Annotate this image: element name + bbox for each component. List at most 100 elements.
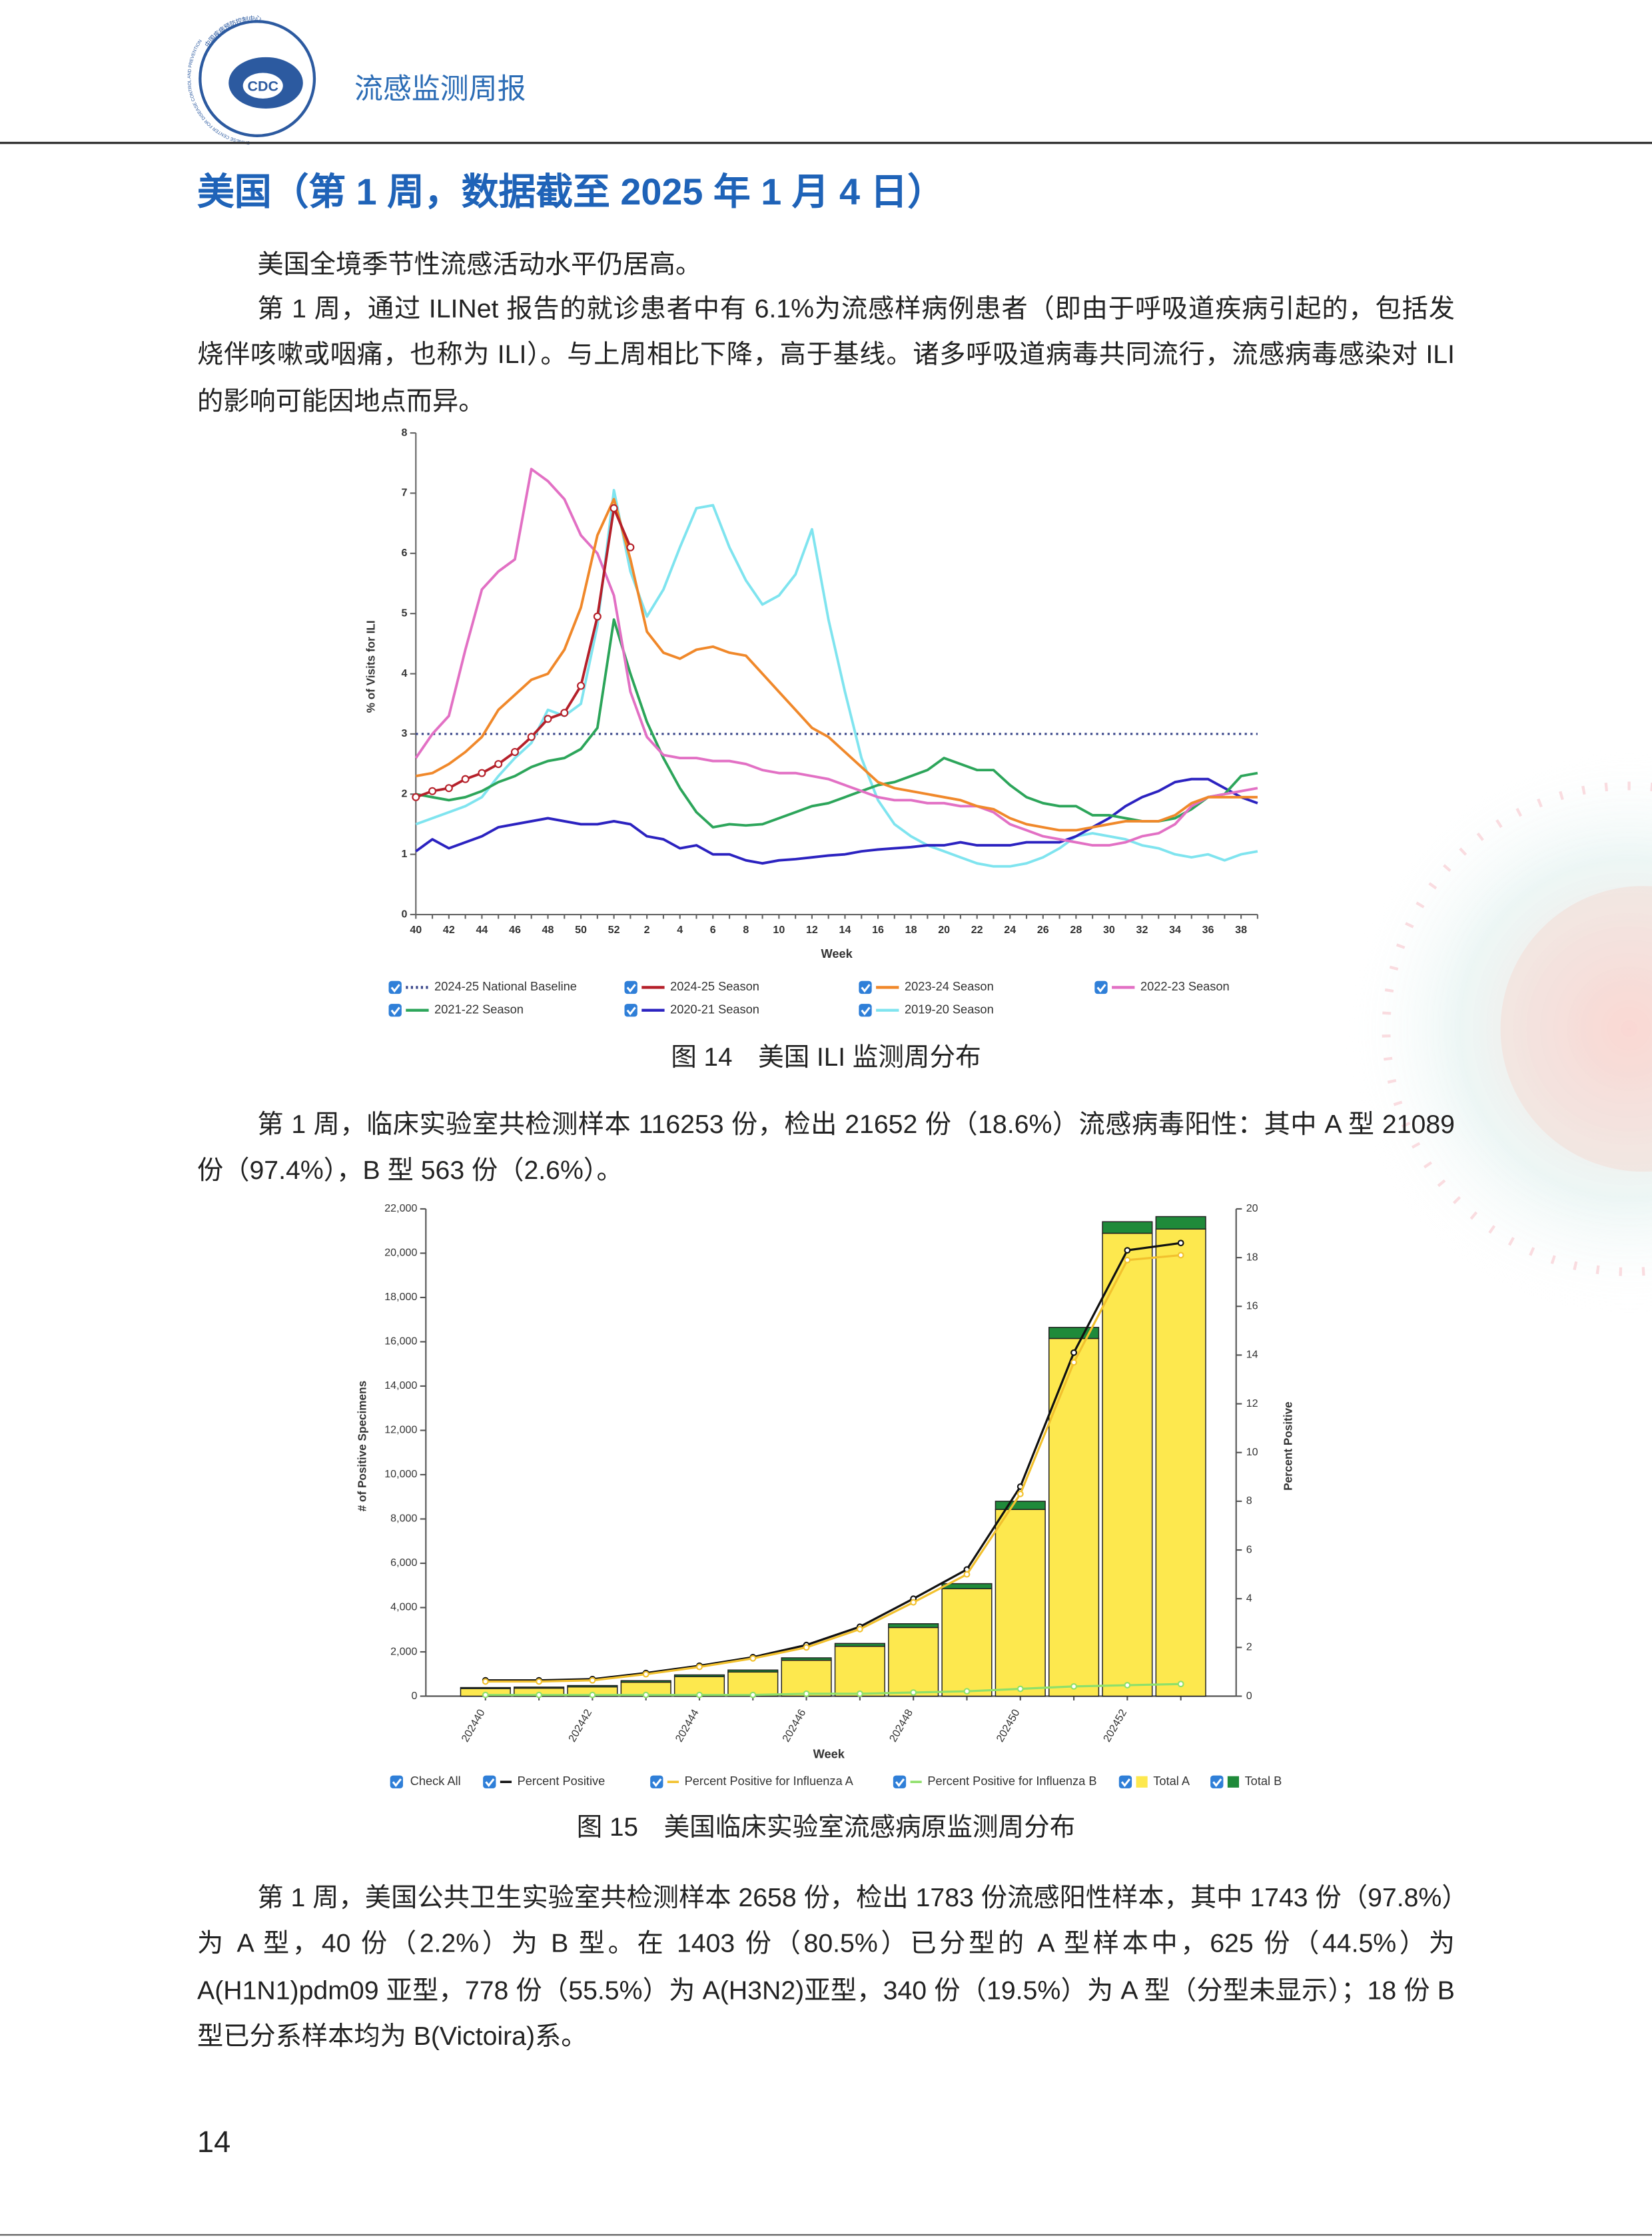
y-tick-label: 22,000 [384,1202,417,1214]
series-marker [1177,1240,1184,1247]
x-tick-label: 202442 [566,1707,594,1744]
y-tick-label: 2 [401,788,407,800]
legend-checkbox [388,1004,402,1017]
x-tick-label: 4 [677,924,683,936]
series-marker [1017,1490,1024,1497]
y-tick-label: 16,000 [384,1335,417,1347]
series-marker [527,733,536,741]
bar-segment [460,1686,511,1689]
y2-tick-label: 10 [1246,1446,1258,1458]
x-tick-label: 14 [839,924,851,936]
series-marker [1124,1256,1131,1264]
series-line [415,488,1258,868]
y-axis-label: # of Positive Specimens [355,1381,368,1511]
series-marker [510,747,519,757]
logo-ring-cn-path: 中国疾病预防控制中心 [203,14,262,48]
bar-segment [1102,1232,1153,1697]
x-tick-label: 24 [1004,924,1016,936]
x-tick-label: 8 [743,924,749,936]
series-marker [577,681,586,690]
series-marker [803,1690,810,1697]
legend-label: Percent Positive for Influenza B [927,1774,1096,1788]
section-title: 美国（第 1 周，数据截至 2025 年 1 月 4 日） [197,170,945,213]
series-marker [482,1691,489,1698]
series-marker [749,1691,757,1698]
x-tick-label: 202444 [673,1707,701,1744]
legend-checkbox [388,980,402,994]
legend-checkbox [859,1004,872,1017]
y2-axis-label: Percent Positive [1282,1401,1295,1491]
paragraph: 美国全境季节性流感活动水平仍居高。 [257,248,702,279]
y-tick-label: 8 [401,426,407,438]
legend-checkbox [624,1004,637,1017]
y-tick-label: 0 [401,908,407,920]
legend-check [390,1006,400,1016]
series-marker [642,1671,649,1678]
series-marker [444,784,453,793]
y2-tick-label: 4 [1246,1592,1252,1604]
legend-check [861,1006,871,1016]
series-marker [910,1689,917,1696]
legend-check [626,984,636,993]
legend-label: 2020-21 Season [670,1002,759,1016]
legend-check [390,984,400,993]
legend-check [652,1778,662,1788]
legend-checkbox [1118,1775,1132,1788]
legend-checkbox [1210,1775,1224,1788]
series-marker [910,1599,917,1606]
legend-checkbox [390,1775,403,1788]
x-tick-label: 16 [872,924,884,936]
x-tick-label: 30 [1103,924,1115,936]
bar-segment [888,1627,939,1697]
paragraph: 第 1 周，通过 ILINet 报告的就诊患者中有 6.1%为流感样病例患者（即… [197,292,1455,416]
series-marker [696,1691,703,1698]
y-tick-label: 6,000 [390,1557,417,1569]
series-marker [642,1691,649,1698]
series-marker [482,1678,489,1685]
bar-segment [834,1645,885,1697]
series-marker [478,769,486,777]
y-tick-label: 10,000 [384,1468,417,1480]
series-marker [1177,1680,1184,1688]
x-tick-label: 202446 [780,1707,808,1744]
bar-segment [1155,1228,1206,1697]
legend-check [1120,1778,1131,1788]
x-tick-label: 34 [1169,924,1181,936]
x-tick-label: 40 [410,924,422,936]
series-marker [963,1571,971,1578]
series-marker [856,1625,863,1633]
y2-tick-label: 16 [1246,1300,1258,1312]
y-tick-label: 3 [401,727,407,739]
x-axis-label: Week [813,1746,845,1760]
x-tick-label: 36 [1202,924,1214,936]
series-marker [589,1677,596,1684]
series-marker [536,1678,543,1685]
x-tick-label: 28 [1070,924,1082,936]
y-tick-label: 20,000 [384,1247,417,1259]
series-line [485,1242,1181,1682]
legend-checkbox [893,1775,907,1788]
series-marker [1124,1247,1131,1254]
x-tick-label: 38 [1235,924,1247,936]
y2-tick-label: 0 [1246,1690,1252,1702]
series-marker [544,715,552,723]
y-tick-label: 4,000 [390,1601,417,1613]
series-marker [560,709,569,717]
series-marker [589,1691,596,1698]
header-title: 流感监测周报 [354,74,526,106]
legend-label: 2023-24 Season [905,979,994,993]
legend-label: Total B [1245,1774,1282,1788]
y2-tick-label: 12 [1246,1397,1258,1409]
y-tick-label: 0 [411,1690,417,1702]
legend-label: Check All [410,1774,461,1788]
y-tick-label: 6 [401,547,407,559]
bar-segment [673,1674,725,1677]
x-tick-label: 26 [1037,924,1049,936]
legend-checkbox [624,980,637,994]
y-tick-label: 18,000 [384,1291,417,1303]
series-marker [461,775,470,783]
bar-segment [1102,1221,1153,1234]
